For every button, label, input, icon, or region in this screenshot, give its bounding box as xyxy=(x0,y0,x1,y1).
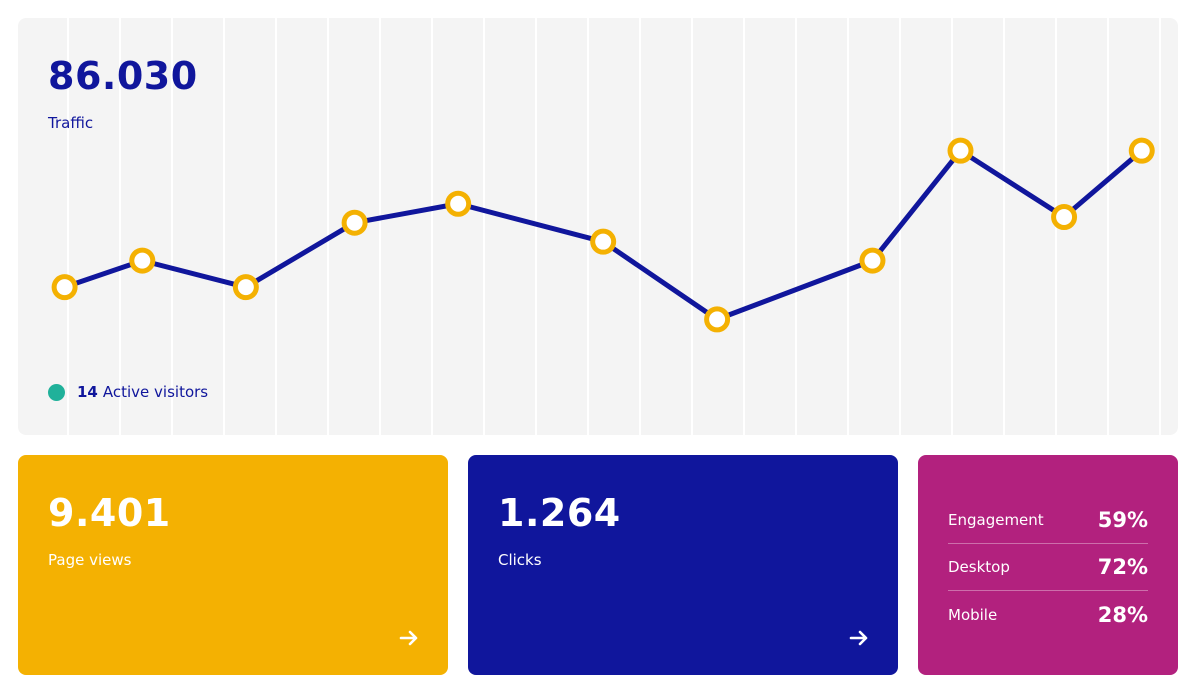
traffic-data-point-4[interactable] xyxy=(445,190,472,217)
device-row-desktop: Desktop 72% xyxy=(948,544,1148,591)
traffic-card: 86.030 Traffic 14 Active visitors xyxy=(18,18,1178,435)
pageviews-value: 9.401 xyxy=(48,491,171,535)
traffic-data-point-8[interactable] xyxy=(947,137,974,164)
traffic-data-point-1[interactable] xyxy=(129,247,156,274)
device-percent: 72% xyxy=(1097,555,1148,579)
device-row-engagement: Engagement 59% xyxy=(948,497,1148,544)
device-name: Desktop xyxy=(948,558,1010,576)
pageviews-label: Page views xyxy=(48,551,132,569)
clicks-card: 1.264 Clicks xyxy=(468,455,898,675)
traffic-data-point-2[interactable] xyxy=(232,274,259,301)
active-visitors-label: Active visitors xyxy=(102,383,209,401)
device-percent: 28% xyxy=(1097,602,1148,627)
device-percent: 59% xyxy=(1097,508,1148,532)
traffic-data-point-10[interactable] xyxy=(1128,137,1155,164)
pageviews-arrow-right-icon[interactable] xyxy=(398,627,420,649)
traffic-data-point-3[interactable] xyxy=(341,209,368,236)
devices-card: Engagement 59% Desktop 72% Mobile 28% xyxy=(918,455,1178,675)
clicks-label: Clicks xyxy=(498,551,542,569)
traffic-chart xyxy=(51,18,1161,435)
active-visitors: 14 Active visitors xyxy=(48,383,208,401)
clicks-arrow-right-icon[interactable] xyxy=(848,627,870,649)
device-row-mobile: Mobile 28% xyxy=(948,591,1148,638)
pageviews-card: 9.401 Page views xyxy=(18,455,448,675)
traffic-data-point-7[interactable] xyxy=(859,247,886,274)
device-name: Engagement xyxy=(948,511,1044,529)
traffic-label: Traffic xyxy=(48,114,94,132)
traffic-value: 86.030 xyxy=(48,54,198,98)
clicks-value: 1.264 xyxy=(498,491,621,535)
traffic-data-point-9[interactable] xyxy=(1051,204,1078,231)
device-name: Mobile xyxy=(948,605,998,624)
traffic-data-point-6[interactable] xyxy=(704,306,731,333)
traffic-data-point-0[interactable] xyxy=(51,274,78,301)
traffic-data-point-5[interactable] xyxy=(590,228,617,255)
active-status-dot-icon xyxy=(48,383,65,401)
active-visitors-count: 14 xyxy=(77,383,98,401)
